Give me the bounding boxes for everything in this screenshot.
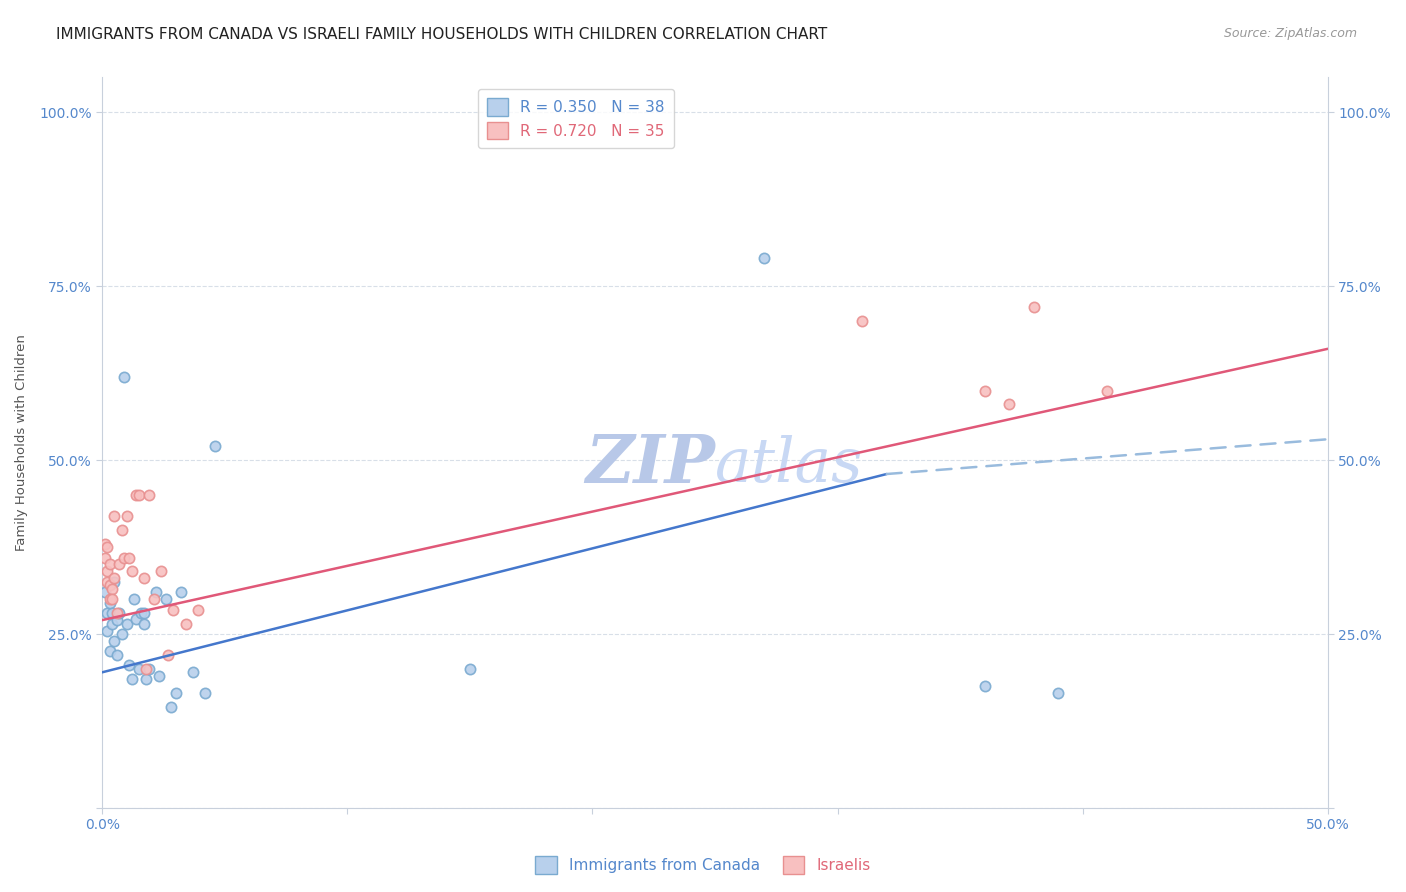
Point bbox=[105, 613, 128, 627]
Point bbox=[101, 582, 124, 596]
Point bbox=[98, 592, 121, 607]
Point bbox=[103, 508, 125, 523]
Point bbox=[112, 369, 135, 384]
Point bbox=[118, 550, 141, 565]
Point bbox=[973, 384, 995, 398]
Point bbox=[93, 550, 115, 565]
Point bbox=[96, 574, 118, 589]
Text: Source: ZipAtlas.com: Source: ZipAtlas.com bbox=[1223, 27, 1357, 40]
Point bbox=[128, 488, 150, 502]
Point bbox=[125, 612, 148, 626]
Point bbox=[121, 673, 143, 687]
Point bbox=[187, 603, 209, 617]
Point bbox=[108, 558, 131, 572]
Point bbox=[148, 669, 170, 683]
Point bbox=[973, 679, 995, 693]
Point bbox=[118, 658, 141, 673]
Point bbox=[1047, 686, 1070, 700]
Point bbox=[458, 662, 481, 676]
Point bbox=[93, 585, 115, 599]
Point bbox=[128, 662, 150, 676]
Point bbox=[111, 627, 134, 641]
Point bbox=[159, 700, 181, 714]
Point bbox=[194, 686, 217, 700]
Point bbox=[115, 508, 138, 523]
Y-axis label: Family Households with Children: Family Households with Children bbox=[15, 334, 28, 551]
Point bbox=[1022, 300, 1045, 314]
Point bbox=[96, 606, 118, 620]
Text: atlas: atlas bbox=[716, 434, 863, 495]
Point bbox=[132, 616, 155, 631]
Point bbox=[115, 616, 138, 631]
Point bbox=[105, 606, 128, 620]
Point bbox=[169, 585, 191, 599]
Point bbox=[112, 550, 135, 565]
Point bbox=[121, 565, 143, 579]
Point bbox=[174, 616, 197, 631]
Point bbox=[96, 565, 118, 579]
Point bbox=[98, 644, 121, 658]
Point bbox=[150, 565, 173, 579]
Point bbox=[135, 662, 157, 676]
Point bbox=[98, 558, 121, 572]
Point bbox=[1097, 384, 1119, 398]
Point bbox=[93, 536, 115, 550]
Point bbox=[851, 314, 873, 328]
Point bbox=[138, 488, 160, 502]
Point bbox=[108, 606, 131, 620]
Point bbox=[103, 634, 125, 648]
Legend: Immigrants from Canada, Israelis: Immigrants from Canada, Israelis bbox=[529, 850, 877, 880]
Point bbox=[145, 585, 167, 599]
Legend: R = 0.350   N = 38, R = 0.720   N = 35: R = 0.350 N = 38, R = 0.720 N = 35 bbox=[478, 88, 673, 148]
Point bbox=[103, 571, 125, 585]
Point bbox=[101, 606, 124, 620]
Point bbox=[96, 540, 118, 554]
Point bbox=[752, 252, 775, 266]
Point bbox=[131, 606, 153, 620]
Point bbox=[101, 592, 124, 607]
Point bbox=[135, 673, 157, 687]
Point bbox=[162, 603, 184, 617]
Point bbox=[103, 574, 125, 589]
Point bbox=[132, 606, 155, 620]
Point bbox=[132, 571, 155, 585]
Point bbox=[125, 488, 148, 502]
Text: IMMIGRANTS FROM CANADA VS ISRAELI FAMILY HOUSEHOLDS WITH CHILDREN CORRELATION CH: IMMIGRANTS FROM CANADA VS ISRAELI FAMILY… bbox=[56, 27, 828, 42]
Point bbox=[157, 648, 180, 662]
Point bbox=[111, 523, 134, 537]
Point bbox=[98, 578, 121, 592]
Point bbox=[122, 592, 145, 607]
Text: ZIP: ZIP bbox=[585, 432, 716, 497]
Point bbox=[138, 662, 160, 676]
Point bbox=[101, 616, 124, 631]
Point bbox=[204, 439, 226, 453]
Point bbox=[181, 665, 204, 680]
Point bbox=[998, 397, 1021, 411]
Point bbox=[105, 648, 128, 662]
Point bbox=[165, 686, 187, 700]
Point bbox=[96, 624, 118, 638]
Point bbox=[155, 592, 177, 607]
Point bbox=[98, 596, 121, 610]
Point bbox=[142, 592, 165, 607]
